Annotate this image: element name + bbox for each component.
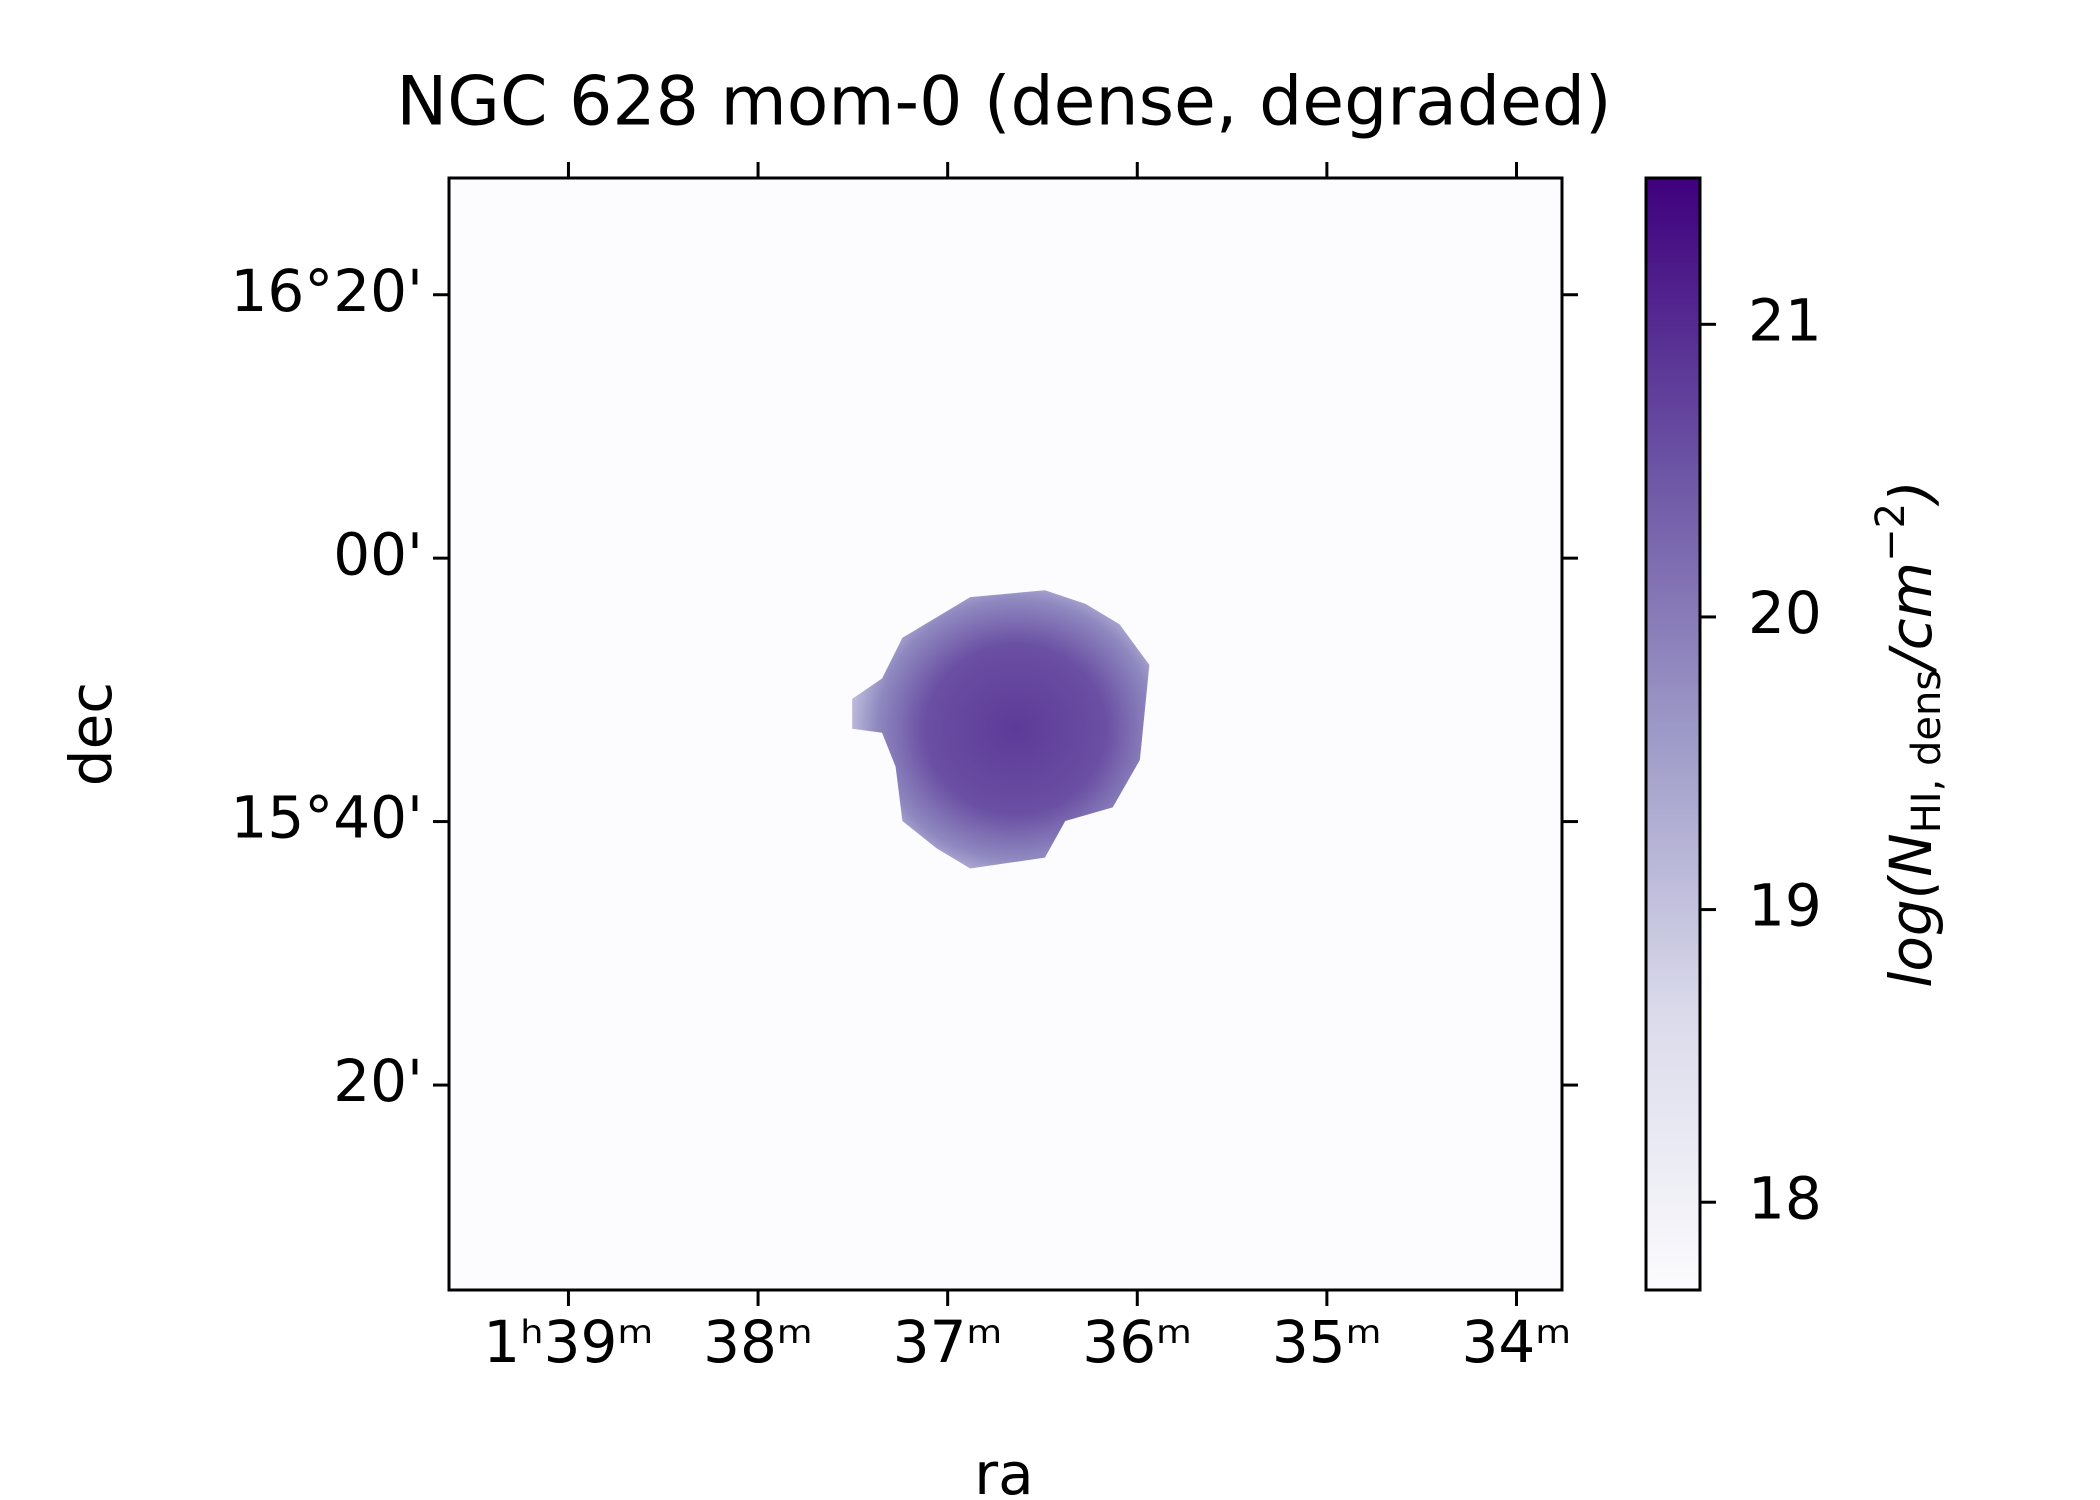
- label-superscript: −2: [1868, 503, 1914, 562]
- x-tick-label: 37ᵐ: [893, 1308, 1003, 1376]
- emission-map: [852, 590, 1150, 869]
- label-subscript: HI, dens: [1904, 670, 1950, 834]
- colorbar-tick-label: 20: [1748, 579, 1822, 647]
- x-axis-label: ra: [974, 1440, 1033, 1500]
- x-tick-label: 38ᵐ: [703, 1308, 813, 1376]
- y-tick-label: 00': [333, 520, 423, 588]
- chart-title: NGC 628 mom-0 (dense, degraded): [396, 63, 1611, 142]
- colorbar-label: log(NHI, dens/cm−2): [1868, 480, 1950, 987]
- y-tick-label: 20': [333, 1047, 423, 1115]
- colorbar-tick-label: 19: [1748, 872, 1822, 940]
- x-tick-label: 34ᵐ: [1462, 1308, 1572, 1376]
- x-tick-label: 35ᵐ: [1272, 1308, 1382, 1376]
- colorbar: [1644, 176, 1702, 1292]
- x-tick-label: 36ᵐ: [1082, 1308, 1192, 1376]
- colorbar-tick-label: 21: [1748, 286, 1822, 354]
- colorbar-tick-label: 18: [1748, 1164, 1822, 1232]
- x-tick-label: 1ʰ39ᵐ: [483, 1308, 653, 1376]
- y-tick-label: 15°40': [230, 784, 423, 852]
- label-part: log(N: [1877, 833, 1945, 987]
- y-tick-label: 16°20': [230, 257, 423, 325]
- y-axis-label: dec: [57, 682, 125, 786]
- label-part: /cm: [1877, 562, 1945, 675]
- label-part: ): [1877, 480, 1945, 507]
- plot-frame: [447, 176, 1564, 1292]
